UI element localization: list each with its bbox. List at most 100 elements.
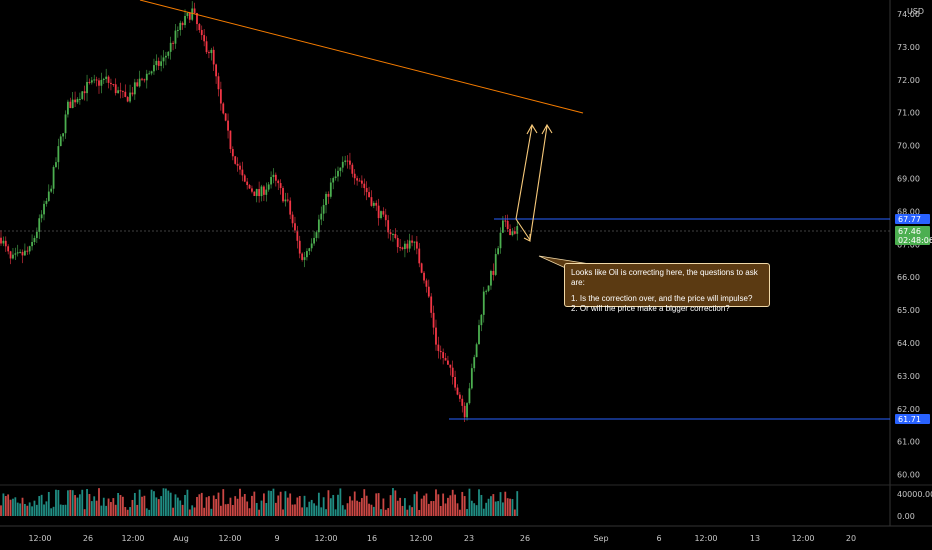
candle-body (468, 388, 471, 404)
candle-body (222, 103, 225, 114)
candle-body (466, 403, 468, 418)
volume-bar (150, 489, 153, 516)
volume-bar (236, 498, 239, 516)
volume-bar (413, 494, 416, 516)
volume-bar (399, 497, 402, 516)
volume-bar (356, 500, 359, 516)
candle-body (105, 76, 108, 79)
candle-body (117, 90, 120, 94)
callout-line-2: 1. Is the correction over, and the price… (571, 294, 753, 303)
time-tick-label: 12:00 (28, 534, 51, 543)
volume-bar (193, 507, 196, 516)
volume-bar (466, 509, 468, 516)
price-tick-label: 69.00 (897, 175, 920, 184)
candle-body (284, 199, 287, 202)
candle-body (415, 241, 418, 249)
current-price-badge: 67.46 (898, 227, 921, 236)
annotation-callout[interactable]: Looks like Oil is correcting here, the q… (564, 263, 770, 313)
volume-bar (157, 499, 160, 516)
time-tick-label: 26 (83, 534, 93, 543)
candle-body (478, 325, 480, 345)
volume-bar (380, 509, 382, 516)
volume-bar (169, 492, 172, 516)
candle-body (451, 367, 454, 377)
candle-body (279, 183, 282, 189)
candle-body (320, 213, 323, 220)
volume-bar (377, 493, 380, 516)
candle-body (2, 240, 5, 244)
price-tick-label: 65.00 (897, 306, 920, 315)
candle-body (114, 84, 117, 94)
volume-bar (86, 489, 88, 516)
candle-body (346, 160, 349, 162)
candles (0, 1, 519, 422)
arrow-down (515, 218, 531, 241)
candle-body (420, 263, 423, 273)
candle-body (294, 223, 296, 231)
volume-bar (40, 494, 43, 516)
volume-bar (64, 504, 67, 516)
candle-body (45, 200, 48, 204)
candle-body (289, 200, 292, 215)
price-tick-label: 62.00 (897, 405, 920, 414)
volume-bar (21, 497, 24, 516)
candle-body (93, 79, 96, 81)
candle-body (341, 161, 344, 168)
volume-bar (33, 500, 36, 516)
volume-bar (430, 501, 433, 516)
time-tick-label: Sep (593, 534, 608, 543)
volume-bar (425, 493, 428, 516)
candle-body (389, 232, 392, 235)
volume-bar (148, 509, 151, 516)
volume-bar (71, 490, 74, 516)
candle-body (241, 169, 244, 176)
candle-body (62, 133, 65, 137)
volume-bar (176, 497, 179, 516)
candle-body (24, 250, 26, 256)
volume-bar (234, 496, 237, 516)
price-tick-label: 61.00 (897, 438, 920, 447)
candle-body (375, 202, 378, 206)
volume-bars (0, 488, 519, 516)
upper-level-badge-bg (895, 214, 930, 224)
candle-body (408, 240, 411, 249)
volume-bar (406, 509, 409, 516)
volume-bar (389, 495, 392, 516)
volume-bar (415, 491, 418, 516)
candle-body (100, 79, 103, 86)
candle-body (401, 247, 404, 250)
trend-line[interactable] (139, 0, 584, 114)
candle-body (52, 167, 55, 189)
candle-body (365, 188, 368, 193)
volume-bar (451, 489, 454, 516)
price-tick-label: 71.00 (897, 109, 920, 118)
volume-bar (384, 509, 387, 516)
candle-body (482, 291, 485, 315)
volume-bar (265, 503, 268, 516)
time-tick-label: 20 (846, 534, 856, 543)
volume-bar (69, 489, 72, 516)
time-axis[interactable]: 12:00 26 12:00 Aug 12:00 9 12:00 16 12:00 23 26 Sep… (28, 534, 856, 543)
candle-body (413, 241, 416, 243)
volume-bar (167, 490, 170, 516)
candle-body (50, 188, 53, 192)
projection-arrows[interactable] (515, 123, 553, 242)
candle-body (231, 149, 234, 157)
volume-bar (375, 493, 378, 516)
candle-body (499, 232, 502, 249)
candle-body (502, 220, 504, 233)
volume-bar (516, 491, 519, 516)
volume-bar (186, 489, 189, 516)
candle-body (162, 57, 165, 62)
candle-body (411, 240, 413, 243)
volume-bar (411, 507, 413, 516)
volume-bar (468, 488, 471, 516)
countdown-badge: 02:48:06 (898, 236, 932, 245)
volume-bar (346, 503, 349, 516)
volume-bar (119, 495, 122, 516)
candle-body (506, 220, 509, 229)
arrow-up-right-head (541, 123, 553, 135)
candle-body (217, 76, 220, 90)
candle-body (71, 99, 74, 109)
